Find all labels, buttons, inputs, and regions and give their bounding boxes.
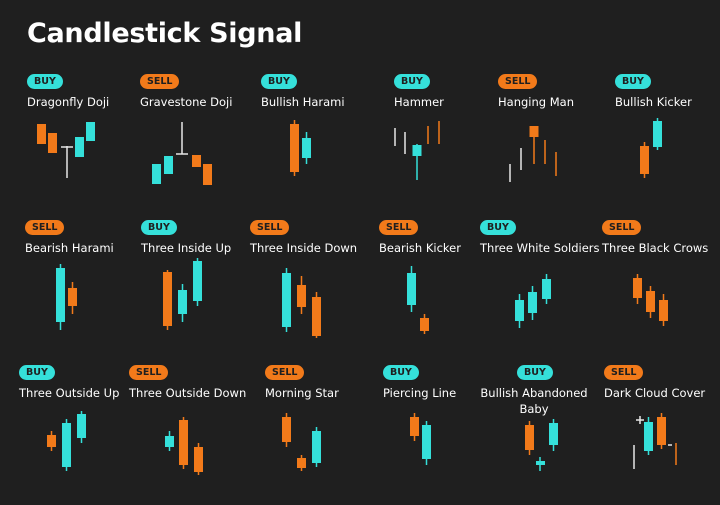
pattern-card-bearish-harami: SELL Bearish Harami xyxy=(25,220,143,360)
pattern-name: Three Inside Up xyxy=(141,241,232,255)
pattern-name: Three Inside Down xyxy=(250,241,358,255)
sell-badge: SELL xyxy=(379,220,419,235)
dragonfly-doji-icon xyxy=(37,122,95,178)
pattern-name: Bullish Kicker xyxy=(615,95,692,109)
three-white-soldiers-icon xyxy=(515,274,551,328)
pattern-card-bullish-abandoned-baby: BUY Bullish Abandoned Baby xyxy=(475,365,593,505)
pattern-name: Bearish Harami xyxy=(25,241,114,255)
three-inside-up-icon xyxy=(163,258,202,330)
pattern-name: Bullish Harami xyxy=(261,95,345,109)
buy-badge: BUY xyxy=(19,365,55,380)
pattern-card-hanging-man: SELL Hanging Man xyxy=(498,74,616,214)
bullish-kicker-icon xyxy=(640,118,662,178)
pattern-name: Dragonfly Doji xyxy=(27,95,110,109)
pattern-card-bullish-kicker: BUY Bullish Kicker xyxy=(615,74,720,214)
gravestone-doji-icon xyxy=(152,122,212,185)
pattern-name: Bullish Abandoned Baby xyxy=(480,386,588,416)
bullish-harami-icon xyxy=(290,120,311,176)
three-black-crows-icon xyxy=(633,274,668,326)
buy-badge: BUY xyxy=(141,220,177,235)
morning-star-icon xyxy=(282,413,321,471)
pattern-card-three-outside-up: BUY Three Outside Up xyxy=(19,365,137,505)
sell-badge: SELL xyxy=(25,220,65,235)
sell-badge: SELL xyxy=(265,365,305,380)
sell-badge: SELL xyxy=(250,220,290,235)
sell-badge: SELL xyxy=(498,74,538,89)
piercing-line-icon xyxy=(410,413,431,465)
bearish-kicker-icon xyxy=(407,266,429,334)
pattern-card-hammer: BUY Hammer xyxy=(394,74,512,214)
pattern-card-three-inside-down: SELL Three Inside Down xyxy=(250,220,368,360)
pattern-name: Morning Star xyxy=(265,386,339,400)
bearish-harami-icon xyxy=(56,264,77,330)
pattern-card-dark-cloud-cover: SELL Dark Cloud Cover xyxy=(604,365,720,505)
sell-badge: SELL xyxy=(140,74,180,89)
buy-badge: BUY xyxy=(394,74,430,89)
hanging-man-icon xyxy=(509,126,557,182)
buy-badge: BUY xyxy=(480,220,516,235)
three-outside-down-icon xyxy=(165,417,203,475)
buy-badge: BUY xyxy=(517,365,553,380)
dark-cloud-cover-icon xyxy=(633,413,677,469)
pattern-card-three-black-crows: SELL Three Black Crows xyxy=(602,220,720,360)
buy-badge: BUY xyxy=(615,74,651,89)
pattern-name: Three Outside Up xyxy=(19,386,120,400)
pattern-card-piercing-line: BUY Piercing Line xyxy=(383,365,501,505)
pattern-name: Bearish Kicker xyxy=(379,241,461,255)
sell-badge: SELL xyxy=(602,220,642,235)
pattern-card-three-inside-up: BUY Three Inside Up xyxy=(141,220,259,360)
pattern-card-three-white-soldiers: BUY Three White Soldiers xyxy=(480,220,600,360)
pattern-card-dragonfly-doji: BUY Dragonfly Doji xyxy=(27,74,145,214)
pattern-card-bullish-harami: BUY Bullish Harami xyxy=(261,74,379,214)
page-title: Candlestick Signal xyxy=(27,18,303,49)
pattern-name: Hanging Man xyxy=(498,95,574,109)
pattern-name: Three Outside Down xyxy=(129,386,247,400)
pattern-name: Three White Soldiers xyxy=(480,241,600,255)
pattern-name: Piercing Line xyxy=(383,386,457,400)
pattern-card-three-outside-down: SELL Three Outside Down xyxy=(129,365,247,505)
three-inside-down-icon xyxy=(282,268,321,338)
buy-badge: BUY xyxy=(27,74,63,89)
pattern-name: Hammer xyxy=(394,95,444,109)
buy-badge: BUY xyxy=(261,74,297,89)
pattern-card-morning-star: SELL Morning Star xyxy=(265,365,383,505)
buy-badge: BUY xyxy=(383,365,419,380)
pattern-card-bearish-kicker: SELL Bearish Kicker xyxy=(379,220,497,360)
sell-badge: SELL xyxy=(129,365,169,380)
three-outside-up-icon xyxy=(47,411,86,471)
pattern-card-gravestone-doji: SELL Gravestone Doji xyxy=(140,74,258,214)
hammer-icon xyxy=(394,121,440,180)
pattern-name: Dark Cloud Cover xyxy=(604,386,706,400)
pattern-name: Gravestone Doji xyxy=(140,95,233,109)
bullish-abandoned-baby-icon xyxy=(525,419,558,471)
sell-badge: SELL xyxy=(604,365,644,380)
pattern-name: Three Black Crows xyxy=(602,241,709,255)
